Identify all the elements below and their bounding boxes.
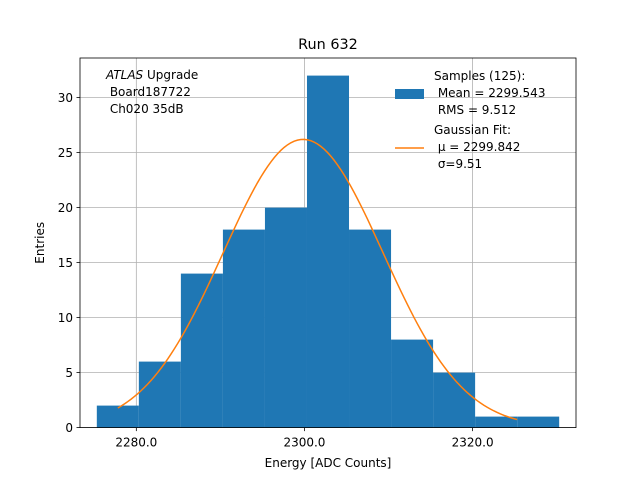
legend-fit-line-2: μ = 2299.842 xyxy=(434,140,520,154)
legend-fit-line-3: σ=9.51 xyxy=(434,157,482,171)
histogram-bar xyxy=(264,207,307,428)
x-axis-ticks: 2280.0 2300.0 2320.0 xyxy=(115,427,494,450)
annotation-line-1: ATLAS Upgrade xyxy=(105,68,198,82)
annotation-line-2: Board187722 xyxy=(106,85,191,99)
plot-frame xyxy=(79,57,577,429)
legend-samples-line-2: Mean = 2299.543 xyxy=(434,86,545,100)
gaussian-fit-curve xyxy=(117,138,518,421)
histogram-bar xyxy=(349,229,392,428)
y-tick-label: 30 xyxy=(58,91,73,105)
annotation-rest: Upgrade xyxy=(143,68,198,82)
legend-samples-line-1: Samples (125): xyxy=(434,69,525,83)
y-tick-label: 10 xyxy=(58,311,73,325)
annotation-line-3: Ch020 35dB xyxy=(106,102,184,116)
x-tick-label: 2300.0 xyxy=(283,436,325,450)
histogram-bar xyxy=(306,75,350,428)
histogram-bar xyxy=(222,229,265,428)
x-axis-label: Energy [ADC Counts] xyxy=(265,456,392,470)
legend: Samples (125): Mean = 2299.543 RMS = 9.5… xyxy=(395,69,545,171)
y-axis-label: Entries xyxy=(33,222,47,264)
histogram-bars xyxy=(96,75,560,428)
y-tick-label: 5 xyxy=(65,366,73,380)
legend-samples-patch xyxy=(395,89,424,99)
legend-fit-line-1: Gaussian Fit: xyxy=(434,123,511,137)
histogram-bar xyxy=(517,416,560,428)
y-tick-label: 0 xyxy=(65,421,73,435)
annotation-italic: ATLAS xyxy=(105,68,144,82)
histogram-bar xyxy=(391,339,434,428)
histogram-bar xyxy=(138,361,181,428)
atlas-annotation: ATLAS Upgrade Board187722 Ch020 35dB xyxy=(105,68,198,116)
chart-title: Run 632 xyxy=(298,37,358,53)
x-tick-label: 2280.0 xyxy=(115,436,157,450)
histogram-bar xyxy=(433,372,476,428)
histogram-bar xyxy=(475,416,518,428)
legend-samples-line-3: RMS = 9.512 xyxy=(434,103,516,117)
y-tick-label: 20 xyxy=(58,201,73,215)
x-tick-label: 2320.0 xyxy=(452,436,494,450)
y-tick-label: 15 xyxy=(58,256,73,270)
y-axis-ticks: 0 5 10 15 20 25 30 xyxy=(58,91,80,435)
y-tick-label: 25 xyxy=(58,146,73,160)
histogram-bar xyxy=(96,405,139,428)
